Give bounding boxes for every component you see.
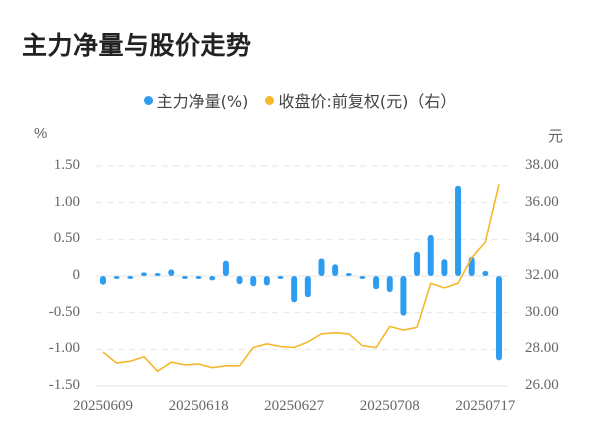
net-flow-bar[interactable] [113,276,120,279]
right-tick-label: 38.00 [525,157,559,173]
left-tick-label: 1.00 [53,193,80,210]
x-tick-label: 20250717 [455,398,516,414]
left-axis-unit: % [34,125,48,142]
legend: 主力净量(%) 收盘价:前复权(元)（右） [0,88,600,112]
legend-label: 主力净量(%) [156,92,249,111]
left-tick-label: -1.50 [48,377,80,393]
net-flow-bar[interactable] [414,251,421,276]
net-flow-bar[interactable] [482,270,489,276]
gridlines [96,165,508,387]
net-flow-bar[interactable] [332,264,339,276]
right-tick-label: 36.00 [525,193,559,210]
x-tick-label: 20250627 [264,398,325,414]
legend-item-close-price[interactable]: 收盘价:前复权(元)（右） [265,88,456,112]
net-flow-bar[interactable] [181,276,188,279]
left-tick-label: 1.50 [53,157,80,173]
legend-item-net-flow[interactable]: 主力净量(%) [143,88,249,112]
x-tick-label: 20250618 [168,398,229,414]
net-flow-bar[interactable] [154,273,161,276]
net-flow-bar[interactable] [140,272,147,276]
right-tick-label: 34.00 [525,230,559,247]
close-price-line [102,184,500,373]
net-flow-bar[interactable] [209,276,216,281]
net-flow-bar[interactable] [277,276,284,279]
left-tick-label: -1.00 [48,340,80,357]
right-tick-label: 26.00 [525,377,559,393]
left-tick-label: 0 [72,267,81,283]
net-flow-bar[interactable] [400,276,407,316]
net-flow-bar[interactable] [168,269,175,276]
net-flow-bar[interactable] [373,276,380,290]
net-flow-bar[interactable] [263,276,270,286]
net-flow-bar[interactable] [455,185,462,276]
net-flow-bar[interactable] [250,276,257,287]
net-flow-bar[interactable] [304,276,311,298]
net-flow-bar[interactable] [345,273,352,276]
net-flow-bar[interactable] [468,256,475,276]
net-flow-bar[interactable] [236,276,243,285]
x-tick-label: 20250609 [73,398,133,414]
net-flow-bars [100,185,502,361]
net-flow-bar[interactable] [318,258,325,276]
net-flow-bar[interactable] [127,276,134,279]
right-tick-label: 32.00 [525,267,559,283]
net-flow-bar[interactable] [386,276,393,293]
legend-label: 收盘价:前复权(元)（右） [278,92,457,111]
net-flow-bar[interactable] [441,259,448,276]
chart-title: 主力净量与股价走势 [22,31,252,60]
net-flow-bar[interactable] [496,276,502,361]
right-tick-label: 30.00 [525,303,559,320]
net-flow-bar[interactable] [100,276,106,285]
left-tick-label: 0.50 [53,230,80,247]
legend-dot-blue-icon [143,95,153,105]
net-flow-bar[interactable] [222,260,229,276]
right-tick-label: 28.00 [525,340,559,357]
left-tick-label: -0.50 [48,303,80,320]
net-flow-bar[interactable] [195,276,202,279]
x-tick-label: 20250708 [359,398,420,414]
net-flow-bar[interactable] [359,276,366,279]
net-flow-bar[interactable] [291,276,298,303]
right-axis-unit: 元 [548,128,564,145]
net-flow-bar[interactable] [427,234,434,276]
legend-dot-orange-icon [265,95,275,105]
